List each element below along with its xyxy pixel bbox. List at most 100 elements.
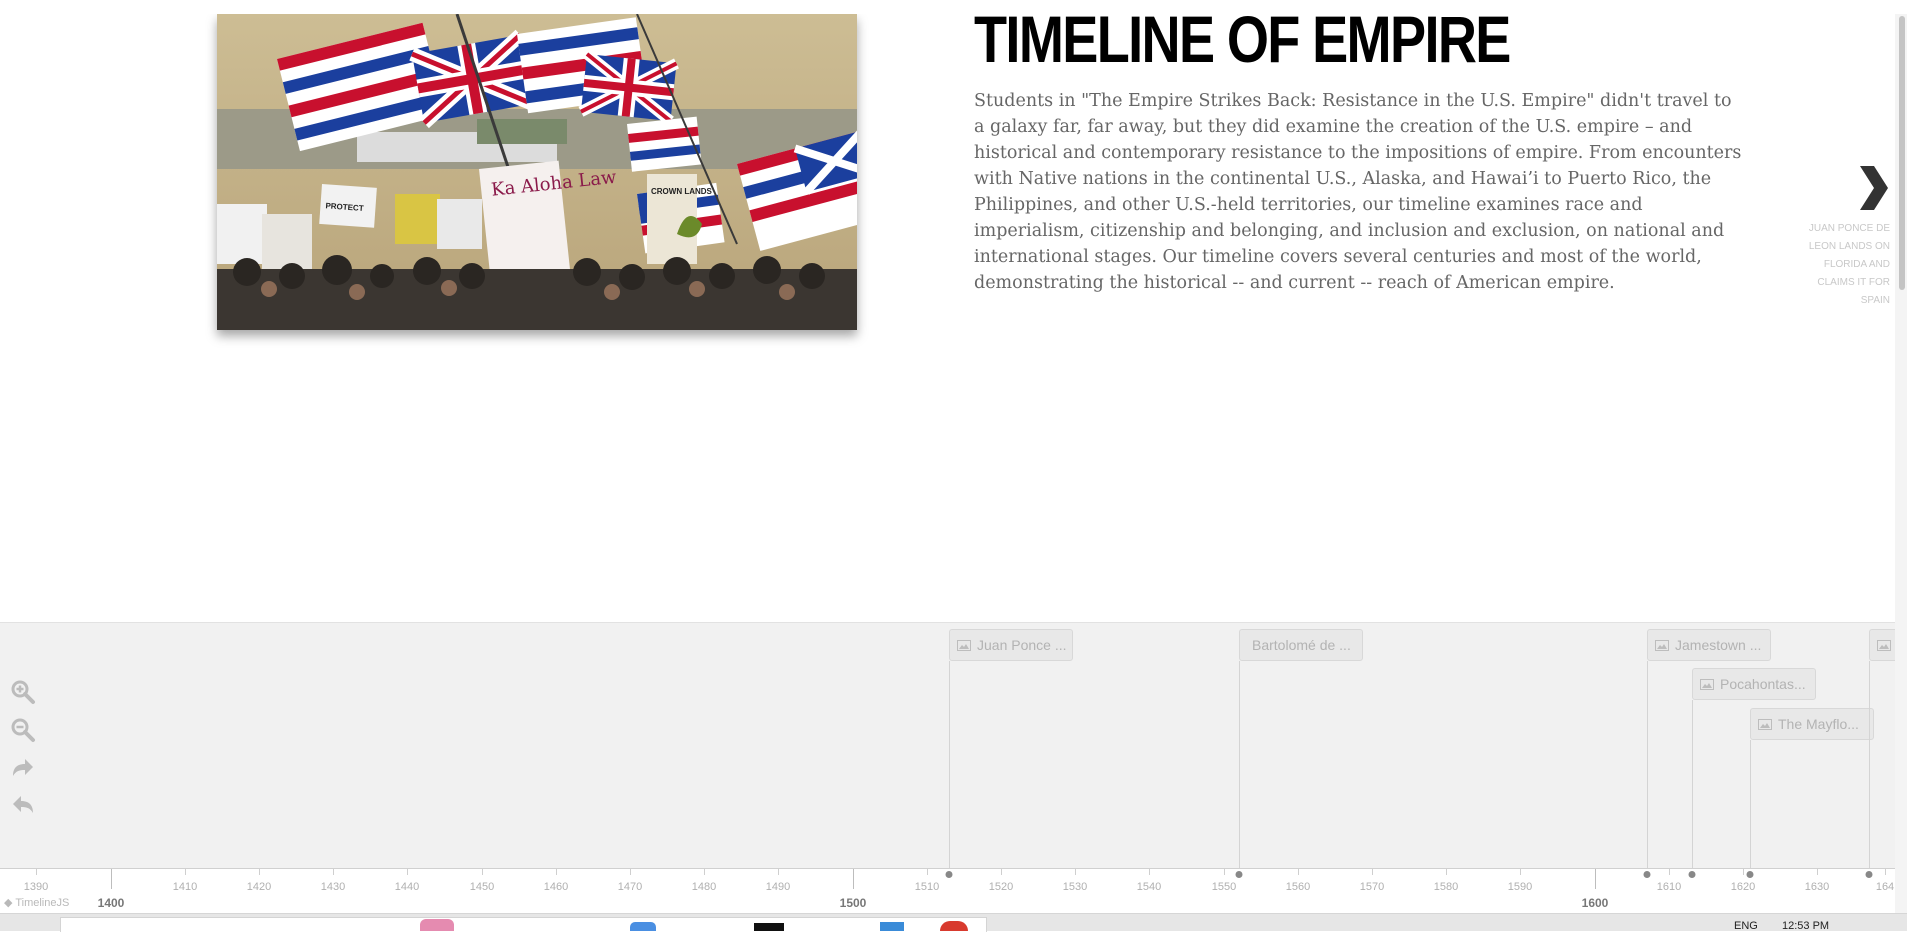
image-icon [1655, 639, 1669, 651]
slide-description: Students in "The Empire Strikes Back: Re… [974, 91, 1742, 293]
axis-tick-label: 1540 [1136, 881, 1162, 893]
event-dot[interactable] [1643, 871, 1651, 878]
chevron-right-icon [1860, 166, 1888, 210]
axis-major-label: 1500 [839, 896, 867, 910]
zoom-in-icon [11, 680, 35, 704]
photo-sign-text: CROWN LANDS [651, 187, 713, 196]
axis-tick-label: 1520 [988, 881, 1014, 893]
event-dot[interactable] [1865, 871, 1873, 878]
axis-tick [1743, 869, 1744, 875]
axis-tick [1149, 869, 1150, 875]
axis-tick [556, 869, 557, 875]
axis-tick-label: 1620 [1730, 881, 1756, 893]
next-slide-label[interactable]: JUAN PONCE DE LEON LANDS ON FLORIDA AND … [1808, 223, 1890, 306]
timelinejs-credit[interactable]: ◆ TimelineJS [4, 896, 69, 909]
time-axis[interactable]: 1390 1410 1420 1430 1440 1450 1460 1470 … [0, 868, 1895, 914]
axis-tick [1446, 869, 1447, 875]
back-to-start-button[interactable] [10, 756, 36, 782]
axis-tick-label: 1450 [469, 881, 495, 893]
axis-tick [1520, 869, 1521, 875]
axis-major-tick [853, 869, 854, 889]
axis-tick-label: 1440 [394, 881, 420, 893]
taskbar-app-icon[interactable] [630, 922, 656, 931]
taskbar-app-icon[interactable] [754, 923, 784, 931]
taskbar-clock[interactable]: 12:53 PM [1782, 920, 1830, 932]
axis-tick [259, 869, 260, 875]
axis-tick [407, 869, 408, 875]
marker-line [949, 661, 950, 870]
event-flag[interactable]: The Mayflo... [1750, 708, 1874, 740]
event-flag[interactable]: Jamestown ... [1647, 629, 1771, 661]
axis-tick-label: 1580 [1433, 881, 1459, 893]
next-slide-button[interactable] [1855, 164, 1891, 212]
image-icon [1877, 639, 1891, 651]
event-flag[interactable] [1869, 629, 1895, 661]
event-flag[interactable]: Juan Ponce ... [949, 629, 1073, 661]
taskbar-language[interactable]: ENG [1734, 920, 1758, 932]
slide-headline: TIMELINE OF EMPIRE [974, 14, 1511, 76]
browser-top-edge [0, 0, 1907, 15]
event-dot[interactable] [1688, 871, 1696, 878]
taskbar-app-icon[interactable] [940, 921, 968, 931]
axis-tick-label: 164 [1875, 881, 1895, 893]
axis-tick [778, 869, 779, 875]
page-scrollbar-thumb[interactable] [1899, 16, 1905, 290]
axis-major-label: 1400 [97, 896, 125, 910]
axis-tick-label: 1490 [765, 881, 791, 893]
axis-tick [1298, 869, 1299, 875]
axis-tick [36, 869, 37, 875]
axis-tick-label: 1530 [1062, 881, 1088, 893]
event-dot[interactable] [945, 871, 953, 878]
slide-area: Ka Aloha Law CROWN LANDS PROTECT [0, 14, 1907, 622]
axis-tick-label: 1410 [172, 881, 198, 893]
axis-tick-label: 1390 [23, 881, 49, 893]
axis-tick [333, 869, 334, 875]
zoom-out-icon [11, 718, 35, 742]
undo-button[interactable] [10, 793, 36, 819]
credit-label: TimelineJS [15, 897, 70, 909]
axis-tick [482, 869, 483, 875]
axis-tick [704, 869, 705, 875]
axis-tick-label: 1460 [543, 881, 569, 893]
diamond-icon: ◆ [4, 897, 13, 909]
event-flag-label: Jamestown ... [1675, 637, 1762, 653]
event-flag-label: Pocahontas... [1720, 676, 1806, 692]
axis-tick-label: 1630 [1804, 881, 1830, 893]
event-dot[interactable] [1746, 871, 1754, 878]
timeline-navigator: Juan Ponce ... Bartolomé de ... Jamestow… [0, 622, 1895, 870]
axis-tick-label: 1480 [691, 881, 717, 893]
marker-line [1239, 661, 1240, 870]
event-dot[interactable] [1235, 871, 1243, 878]
axis-tick-label: 1570 [1359, 881, 1385, 893]
axis-tick [1075, 869, 1076, 875]
axis-tick [630, 869, 631, 875]
axis-tick [927, 869, 928, 875]
marker-line [1869, 661, 1870, 870]
axis-tick [1885, 869, 1886, 875]
photo-sign-text: PROTECT [325, 201, 364, 213]
axis-tick [1001, 869, 1002, 875]
taskbar-app-icon[interactable] [880, 922, 904, 931]
event-flag-label: The Mayflo... [1778, 716, 1859, 732]
image-icon [1700, 678, 1714, 690]
event-flag-label: Bartolomé de ... [1252, 637, 1351, 653]
axis-tick-label: 1550 [1211, 881, 1237, 893]
marker-line [1647, 661, 1648, 870]
event-flag-label: Juan Ponce ... [977, 637, 1067, 653]
os-taskbar: ENG 12:53 PM [0, 913, 1907, 932]
event-flag[interactable]: Bartolomé de ... [1239, 629, 1363, 661]
axis-tick [1669, 869, 1670, 875]
axis-tick-label: 1590 [1507, 881, 1533, 893]
taskbar-app-icon[interactable] [420, 919, 454, 931]
axis-tick-label: 1470 [617, 881, 643, 893]
axis-tick-label: 1610 [1656, 881, 1682, 893]
marker-line [1692, 700, 1693, 870]
back-to-start-icon [13, 759, 33, 776]
zoom-in-button[interactable] [10, 679, 36, 705]
zoom-out-button[interactable] [10, 717, 36, 743]
axis-major-tick [1595, 869, 1596, 889]
image-icon [957, 639, 971, 651]
axis-tick-label: 1430 [320, 881, 346, 893]
event-flag[interactable]: Pocahontas... [1692, 668, 1816, 700]
marker-line [1750, 740, 1751, 870]
